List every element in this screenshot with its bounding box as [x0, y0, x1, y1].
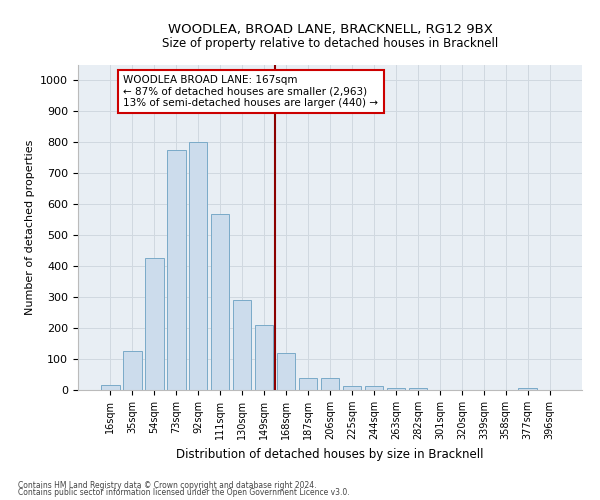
Text: Contains public sector information licensed under the Open Government Licence v3: Contains public sector information licen… — [18, 488, 350, 497]
Bar — [409, 388, 427, 390]
Bar — [101, 384, 119, 390]
Bar — [211, 214, 229, 390]
Bar — [233, 300, 251, 390]
Text: WOODLEA BROAD LANE: 167sqm
← 87% of detached houses are smaller (2,963)
13% of s: WOODLEA BROAD LANE: 167sqm ← 87% of deta… — [124, 74, 379, 108]
Text: WOODLEA, BROAD LANE, BRACKNELL, RG12 9BX: WOODLEA, BROAD LANE, BRACKNELL, RG12 9BX — [167, 22, 493, 36]
Bar — [343, 386, 361, 390]
Bar — [145, 258, 164, 390]
Bar — [518, 388, 537, 390]
X-axis label: Distribution of detached houses by size in Bracknell: Distribution of detached houses by size … — [176, 448, 484, 460]
Bar — [386, 388, 405, 390]
Bar — [189, 142, 208, 390]
Y-axis label: Number of detached properties: Number of detached properties — [25, 140, 35, 315]
Bar — [365, 386, 383, 390]
Text: Size of property relative to detached houses in Bracknell: Size of property relative to detached ho… — [162, 38, 498, 51]
Bar — [123, 352, 142, 390]
Bar — [299, 378, 317, 390]
Bar — [255, 325, 274, 390]
Bar — [320, 378, 340, 390]
Bar — [277, 353, 295, 390]
Bar — [167, 150, 185, 390]
Text: Contains HM Land Registry data © Crown copyright and database right 2024.: Contains HM Land Registry data © Crown c… — [18, 480, 317, 490]
